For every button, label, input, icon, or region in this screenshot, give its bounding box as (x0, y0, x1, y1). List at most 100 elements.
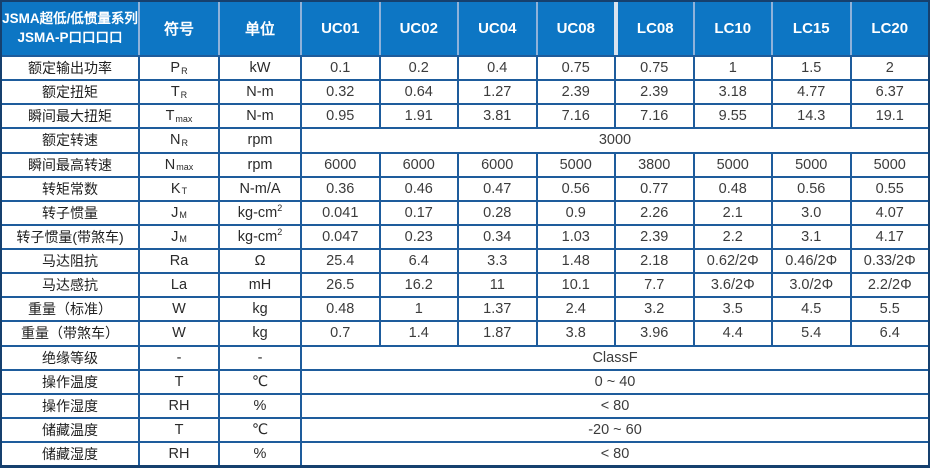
unit-cell: rpm (218, 153, 300, 176)
value-cell: 2.18 (614, 250, 693, 273)
unit-cell: % (218, 443, 300, 466)
row-label: 重量（带煞车） (2, 322, 138, 345)
value-cell: 26.5 (300, 274, 379, 297)
value-cell: 0.047 (300, 225, 379, 248)
unit-cell: ℃ (218, 370, 300, 393)
column-header-unit: 单位 (218, 2, 300, 55)
unit-cell: kW (218, 57, 300, 80)
value-cell: 0.75 (535, 57, 614, 80)
unit-cell: N-m (218, 81, 300, 104)
value-cell: 4.17 (849, 225, 928, 248)
value-cell: 2.39 (614, 81, 693, 104)
value-cell: 3.8 (535, 322, 614, 345)
symbol-cell: W (138, 298, 218, 321)
value-cell: 4.07 (849, 201, 928, 224)
row-label: 额定扭矩 (2, 81, 138, 104)
value-cell: 3.96 (614, 322, 693, 345)
table-row: 转矩常数 K T N-m/A 0.36 0.46 0.47 0.56 0.77 0.48 0.56 0… (2, 175, 928, 200)
row-label: 瞬间最高转速 (2, 153, 138, 176)
value-cell: 6.37 (849, 81, 928, 104)
value-cell: 0.62/2Φ (692, 250, 771, 273)
value-cell: 0.56 (771, 177, 850, 200)
row-label: 瞬间最大扭矩 (2, 105, 138, 128)
unit-cell: Ω (218, 250, 300, 273)
row-label: 储藏湿度 (2, 443, 138, 466)
table-row: 储藏湿度 RH% < 80 (2, 441, 928, 466)
series-title: JSMA超低/低惯量系列 JSMA-P口口口口 (2, 2, 138, 55)
symbol-cell: La (138, 274, 218, 297)
symbol-cell: W (138, 322, 218, 345)
unit-cell: kg-cm 2 (218, 225, 300, 248)
value-cell: 6000 (457, 153, 536, 176)
table-row: 操作温度 T ℃ 0 ~ 40 (2, 368, 928, 393)
value-cell: 0.95 (300, 105, 379, 128)
value-cell: 0.28 (457, 201, 536, 224)
value-cell: 0.1 (300, 57, 379, 80)
value-cell: 4.77 (771, 81, 850, 104)
column-header-lc10: LC10 (692, 2, 772, 55)
unit-cell: rpm (218, 129, 300, 152)
value-cell: 25.4 (300, 250, 379, 273)
value-cell: 1.91 (378, 105, 457, 128)
value-cell: 4.4 (692, 322, 771, 345)
value-cell: 7.16 (535, 105, 614, 128)
value-cell: 0.9 (535, 201, 614, 224)
value-cell: 6.4 (378, 250, 457, 273)
series-title-line2: JSMA-P口口口口 (17, 29, 123, 45)
column-header-lc20: LC20 (849, 2, 929, 55)
row-label: 操作湿度 (2, 394, 138, 417)
value-cell: 10.1 (535, 274, 614, 297)
value-cell: 2.1 (692, 201, 771, 224)
column-header-lc15: LC15 (771, 2, 850, 55)
value-cell: 5000 (535, 153, 614, 176)
unit-cell: mH (218, 274, 300, 297)
value-cell: 6000 (300, 153, 379, 176)
unit-cell: kg-cm 2 (218, 201, 300, 224)
row-label: 绝缘等级 (2, 346, 138, 369)
value-cell: 0.7 (300, 322, 379, 345)
symbol-cell: Ra (138, 250, 218, 273)
unit-cell: kg (218, 298, 300, 321)
row-label: 转子惯量(带煞车) (2, 225, 138, 248)
value-cell: 2 (849, 57, 928, 80)
symbol-cell: - (138, 346, 218, 369)
value-cell: < 80 (300, 443, 928, 466)
value-cell: 0.55 (849, 177, 928, 200)
value-cell: 0.75 (614, 57, 693, 80)
value-cell: 0.77 (614, 177, 693, 200)
value-cell: 11 (457, 274, 536, 297)
value-cell: 7.7 (614, 274, 693, 297)
value-cell: 0.36 (300, 177, 379, 200)
value-cell: 7.16 (614, 105, 693, 128)
column-header-symbol: 符号 (138, 2, 218, 55)
value-cell: 2.2 (692, 225, 771, 248)
value-cell: 2.39 (535, 81, 614, 104)
column-header-uc04: UC04 (457, 2, 536, 55)
value-cell: 3.5 (692, 298, 771, 321)
value-cell: 14.3 (771, 105, 850, 128)
value-cell: 3800 (614, 153, 693, 176)
value-cell: 3.0/2Φ (771, 274, 850, 297)
value-cell: 0.48 (692, 177, 771, 200)
row-label: 额定输出功率 (2, 57, 138, 80)
value-cell: 1.03 (535, 225, 614, 248)
unit-cell: - (218, 346, 300, 369)
value-cell: 2.2/2Φ (849, 274, 928, 297)
row-label: 储藏温度 (2, 418, 138, 441)
value-cell: 1 (378, 298, 457, 321)
value-cell: 0.32 (300, 81, 379, 104)
symbol-cell: RH (138, 443, 218, 466)
value-cell: 1.5 (771, 57, 850, 80)
column-header-uc08: UC08 (535, 2, 615, 55)
value-cell: 1.37 (457, 298, 536, 321)
row-label: 操作温度 (2, 370, 138, 393)
